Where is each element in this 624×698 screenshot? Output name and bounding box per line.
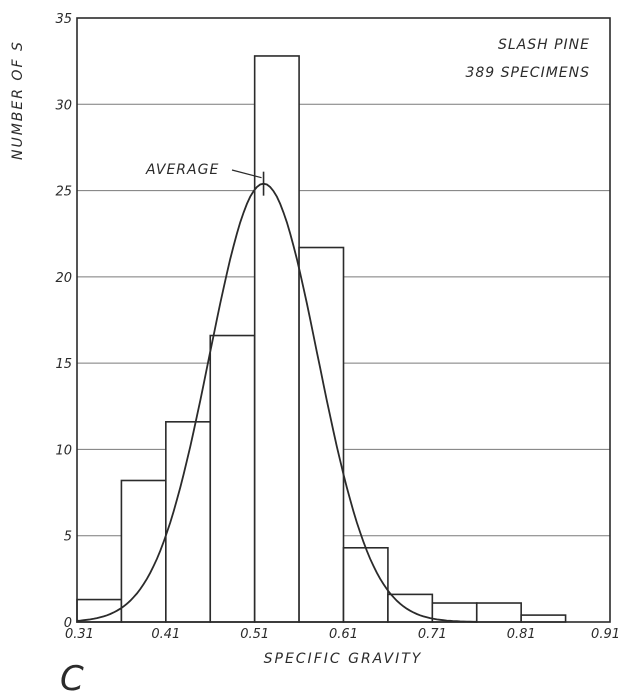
average-pointer-line (231, 169, 262, 179)
x-tick-label-0.61: 0.61 (329, 627, 358, 642)
legend: SLASH PINE 389 SPECIMENS (465, 37, 590, 81)
bar-6 (342, 546, 389, 623)
x-tick-label-0.31: 0.31 (65, 627, 94, 642)
x-tick-label-0.71: 0.71 (418, 627, 447, 642)
y-tick-label-5: 5 (64, 530, 72, 545)
bar-9 (475, 602, 522, 623)
x-tick-label-0.81: 0.81 (507, 627, 536, 642)
y-tick-label-20: 20 (55, 271, 72, 286)
y-tick-label-30: 30 (55, 98, 72, 113)
legend-specimens: 389 SPECIMENS (465, 65, 590, 81)
bar-4 (253, 55, 300, 623)
panel-label: C (60, 659, 84, 698)
x-tick-label-0.91: 0.91 (591, 627, 620, 642)
y-tick-label-35: 35 (55, 12, 72, 27)
average-annotation: AVERAGE (145, 162, 265, 196)
bar-0 (76, 598, 123, 623)
bar-2 (165, 421, 212, 623)
bar-3 (209, 334, 256, 623)
plot-frame (76, 17, 611, 623)
x-tick-label-0.51: 0.51 (240, 627, 269, 642)
average-label: AVERAGE (145, 162, 219, 178)
normal-distribution-curve (76, 182, 477, 623)
bar-5 (298, 246, 345, 623)
x-tick-label-0.41: 0.41 (151, 627, 180, 642)
x-tick-labels: 0.31 0.41 0.51 0.61 0.71 0.81 0.91 (65, 627, 620, 642)
y-tick-label-10: 10 (55, 443, 72, 458)
legend-species: SLASH PINE (498, 37, 590, 53)
y-tick-label-25: 25 (55, 185, 72, 200)
y-axis-label: NUMBER OF S (10, 40, 26, 160)
y-tick-label-0: 0 (64, 616, 72, 631)
histogram-bars (76, 55, 567, 623)
x-axis-label: SPECIFIC GRAVITY (264, 651, 423, 667)
y-tick-label-15: 15 (55, 357, 72, 372)
bar-10 (520, 614, 567, 623)
y-tick-labels: 0 5 10 15 20 25 30 35 (55, 12, 72, 631)
